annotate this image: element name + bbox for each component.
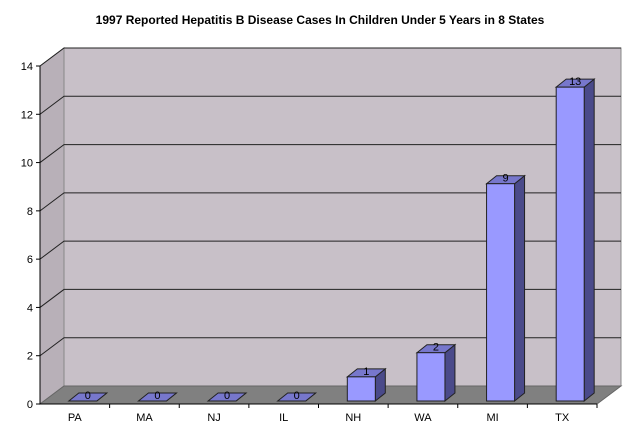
data-label: 1 xyxy=(363,366,369,378)
gridline xyxy=(39,337,621,357)
x-tick-label: IL xyxy=(279,412,288,424)
data-label: 2 xyxy=(433,342,439,354)
data-label: 0 xyxy=(154,390,160,402)
data-label: 0 xyxy=(294,390,300,402)
data-label: 13 xyxy=(569,76,581,88)
bar-side xyxy=(514,174,526,403)
bar xyxy=(346,376,376,402)
x-tick-label: MA xyxy=(136,412,153,424)
bar-side xyxy=(444,343,456,403)
x-tick-label: NJ xyxy=(207,412,220,424)
data-label: 0 xyxy=(85,390,91,402)
y-tick-label: 14 xyxy=(21,61,33,73)
bar-top xyxy=(276,392,318,402)
gridline xyxy=(39,95,621,115)
bar xyxy=(486,183,516,402)
data-label: 0 xyxy=(224,390,230,402)
x-tick-label: NH xyxy=(345,412,361,424)
side-wall xyxy=(39,47,65,405)
chart-title: 1997 Reported Hepatitis B Disease Cases … xyxy=(95,13,545,27)
y-tick-label: 12 xyxy=(21,109,33,121)
gridline xyxy=(39,240,621,260)
floor xyxy=(38,385,623,405)
back-wall xyxy=(63,47,622,387)
x-tick-label: TX xyxy=(555,412,570,424)
y-tick-label: 0 xyxy=(27,399,33,411)
gridline xyxy=(39,47,621,67)
data-label: 9 xyxy=(503,173,509,185)
gridline xyxy=(39,192,621,212)
y-tick-label: 6 xyxy=(27,254,33,266)
y-tick-label: 2 xyxy=(27,351,33,363)
y-tick-label: 8 xyxy=(27,206,33,218)
x-tick-label: PA xyxy=(68,412,83,424)
gridline xyxy=(39,288,621,308)
y-tick-label: 4 xyxy=(27,302,33,314)
bar xyxy=(416,352,446,402)
bar-side xyxy=(583,78,595,403)
x-tick-label: MI xyxy=(486,412,498,424)
y-tick-label: 10 xyxy=(21,158,33,170)
bar-top xyxy=(67,392,109,402)
gridline xyxy=(39,144,621,163)
bar-top xyxy=(137,392,178,402)
x-tick-label: WA xyxy=(414,412,432,424)
bar xyxy=(555,86,585,402)
bar-top xyxy=(206,392,248,402)
